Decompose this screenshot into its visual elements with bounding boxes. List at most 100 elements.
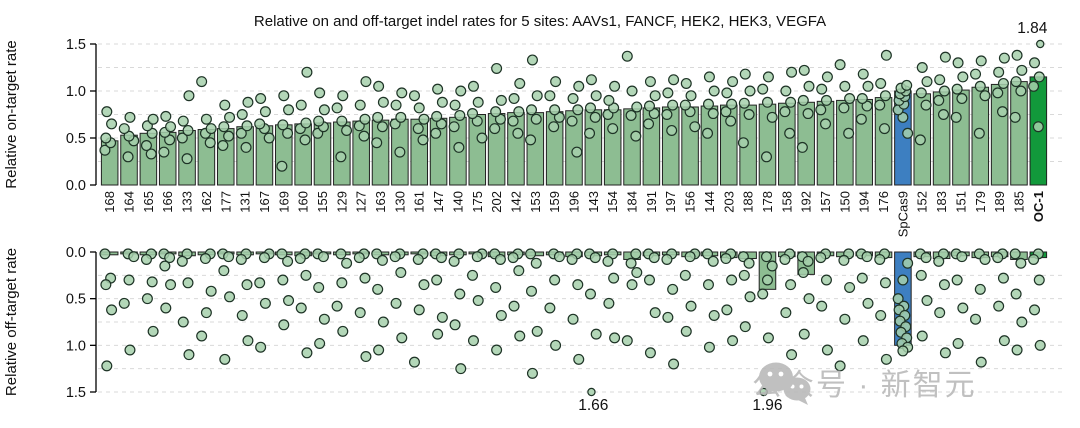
jitter-point [313, 115, 325, 127]
jitter-point [667, 99, 679, 111]
jitter-point [997, 77, 1009, 89]
jitter-point [757, 288, 769, 300]
jitter-point [1009, 111, 1021, 123]
jitter-point [590, 90, 602, 102]
jitter-point [259, 297, 271, 309]
jitter-point [975, 55, 987, 67]
jitter-point [933, 255, 945, 267]
tick-label: 0.5 [66, 292, 86, 308]
x-label-SpCas9: SpCas9 [895, 191, 910, 237]
jitter-point [626, 279, 638, 291]
jitter-point [1009, 248, 1021, 260]
jitter-point [609, 332, 621, 344]
jitter-point [531, 90, 543, 102]
jitter-point [862, 80, 874, 92]
x-label-129: 129 [334, 191, 349, 213]
jitter-point [721, 87, 733, 99]
jitter-point [685, 300, 697, 312]
jitter-point [199, 253, 211, 265]
jitter-point [975, 356, 987, 368]
jitter-point [786, 349, 798, 361]
jitter-point [902, 257, 914, 269]
jitter-point [182, 124, 194, 136]
jitter-point [737, 137, 749, 149]
jitter-point [371, 137, 383, 149]
jitter-point [820, 118, 832, 130]
x-label-178: 178 [760, 191, 775, 213]
jitter-point [661, 253, 673, 265]
jitter-point [435, 252, 447, 264]
jitter-point [196, 76, 208, 88]
x-label-179: 179 [973, 191, 988, 213]
jitter-point [761, 274, 773, 286]
jitter-point [490, 106, 502, 118]
jitter-point [418, 279, 430, 291]
jitter-point [785, 279, 797, 291]
jitter-point [300, 117, 312, 129]
jitter-point [160, 110, 172, 122]
jitter-point [844, 281, 856, 293]
jitter-point [802, 255, 814, 267]
jitter-point [679, 269, 691, 281]
jitter-point [920, 99, 932, 111]
jitter-point [276, 248, 288, 260]
jitter-point [998, 335, 1010, 347]
x-label-169: 169 [276, 191, 291, 213]
jitter-point [218, 121, 230, 133]
jitter-point [584, 127, 596, 139]
jitter-point [491, 62, 503, 74]
jitter-point [472, 295, 484, 307]
x-label-OC-1: OC-1 [1031, 191, 1046, 222]
x-label-202: 202 [489, 191, 504, 213]
jitter-point [530, 257, 542, 269]
jitter-point [879, 90, 891, 102]
jitter-point [643, 118, 655, 130]
jitter-point [820, 94, 832, 106]
jitter-point [255, 93, 267, 105]
jitter-point [784, 127, 796, 139]
jitter-point [956, 251, 968, 263]
x-label-127: 127 [354, 191, 369, 213]
jitter-point [974, 80, 986, 92]
jitter-point [530, 113, 542, 125]
on-target-bar-154 [603, 109, 622, 186]
jitter-point [1028, 253, 1040, 265]
tick-label: 0.5 [66, 131, 86, 147]
jitter-point [892, 293, 904, 305]
jitter-point [124, 111, 136, 123]
x-label-197: 197 [663, 191, 678, 213]
jitter-point [254, 277, 266, 289]
jitter-point [643, 100, 655, 112]
x-label-150: 150 [837, 191, 852, 213]
x-label-168: 168 [102, 191, 117, 213]
jitter-point [937, 108, 949, 120]
jitter-point [317, 251, 329, 263]
x-label-188: 188 [741, 191, 756, 213]
jitter-point [394, 146, 406, 158]
jitter-point [1036, 39, 1045, 49]
jitter-point [644, 347, 656, 359]
jitter-point [276, 160, 288, 172]
jitter-point [603, 297, 615, 309]
jitter-point [1029, 304, 1041, 316]
jitter-point [820, 274, 832, 286]
jitter-point [1033, 274, 1045, 286]
jitter-point [489, 123, 501, 135]
jitter-point [762, 71, 774, 83]
jitter-point [939, 51, 951, 63]
jitter-point [874, 253, 886, 265]
jitter-point [726, 98, 738, 110]
jitter-point [662, 87, 674, 99]
jitter-point [862, 297, 874, 309]
jitter-point [341, 257, 353, 269]
jitter-point [476, 132, 488, 144]
jitter-point [217, 140, 229, 152]
jitter-point [573, 353, 585, 365]
jitter-point [491, 344, 503, 356]
jitter-point [938, 279, 950, 291]
x-label-152: 152 [915, 191, 930, 213]
x-label-161: 161 [412, 191, 427, 213]
jitter-point [879, 277, 891, 289]
jitter-point [920, 252, 932, 264]
jitter-point [684, 251, 696, 263]
